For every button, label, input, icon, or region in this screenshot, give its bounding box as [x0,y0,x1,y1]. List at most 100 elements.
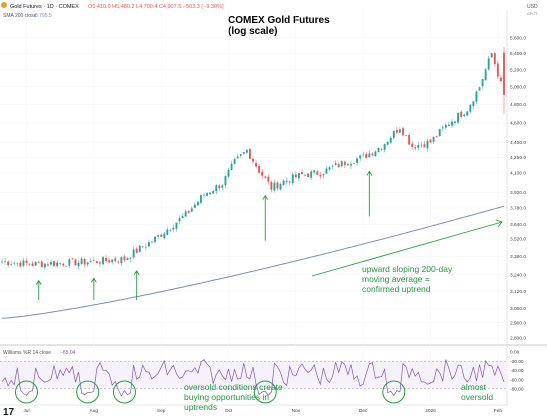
price-tick-label: 5,200.0 [510,67,526,73]
candle-body [175,222,178,229]
candle-body [463,114,466,117]
candle-body [402,128,404,136]
candle-body [365,154,368,159]
candle-body [160,234,163,237]
up-arrow-head [90,277,97,283]
candle-body [126,258,129,260]
candle-body [206,193,209,196]
candle-body [68,259,71,266]
price-tick-label: 3,520.0 [510,237,526,243]
candle-body [40,261,43,268]
candle-body [383,143,386,150]
candle-body [34,261,37,266]
candle-body [499,77,502,82]
candle-body [307,173,310,178]
candle-body [37,261,40,263]
osc-tick-label: -40.00 [510,368,524,374]
symbol-line[interactable]: Gold Futures · 1D · COMEX [10,4,79,10]
osc-tick-label: -60.00 [510,377,524,383]
annotation-arrows [35,170,503,300]
candle-body [43,263,46,268]
candle-body [294,174,297,178]
candle-body [252,158,254,162]
candle-body [420,144,423,146]
candle-body [117,261,120,263]
candle-body [151,241,153,243]
price-tick-label: 4,400.0 [510,140,526,146]
candle-body [356,158,359,163]
sma-200-line [1,205,505,319]
candle-body [154,236,156,243]
candle-body [398,129,401,133]
candle-body [163,233,166,239]
osc-tick-label: -20.00 [510,359,524,365]
candle-body [466,111,469,116]
candle-body [350,163,352,166]
candle-body [181,216,184,218]
price-tick-label: 2,900.0 [510,320,526,326]
candle-body [472,101,475,107]
candle-body [279,184,282,190]
gold-symbol-icon [1,2,7,8]
sma-value: 3,795.5 [35,13,52,19]
uptrend-arrow-head [495,219,503,228]
candle-body [95,261,98,264]
candle-body [74,259,77,266]
candle-body [10,264,13,265]
price-tick-label: 3,380.0 [510,254,526,260]
candle-body [331,166,334,167]
candle-body [147,242,150,247]
price-tick-label: 4,100.0 [510,170,526,176]
candle-body [7,261,10,266]
candle-body [196,201,199,206]
candle-body [248,149,251,159]
candle-body [475,91,478,102]
candle-body [166,229,169,235]
candle-body [414,147,417,149]
candle-body [304,174,306,176]
chart-subtitle: (log scale) [228,26,277,37]
candle-body [144,246,147,248]
price-tick-label: 4,800.0 [510,102,526,108]
candle-body [319,174,322,177]
sma-layer [1,205,505,319]
candle-body [209,192,212,194]
oversold-circle [253,380,277,404]
candle-body [258,166,261,173]
currency-label: USD [527,4,538,10]
candle-body [218,185,221,189]
candle-body [291,174,294,184]
candle-body [77,262,80,267]
candle-body [451,121,453,126]
candle-body [343,161,346,165]
ohlc-readout: O5,410.0 H5,480.2 L4,700.4 C4,907.5 −503… [88,4,224,10]
candle-body [469,104,472,112]
osc-band [0,361,507,389]
candle-body [255,162,258,167]
candle-body [359,155,362,159]
candle-body [157,235,160,237]
candle-body [224,176,227,186]
oversold-circle [76,380,100,404]
candle-body [178,218,181,222]
candle-body [288,181,291,183]
candle-body [138,245,141,252]
oversold-circle [382,380,406,404]
almost-oversold-line1: almost [461,382,487,392]
candle-body [267,176,270,182]
candle-body [245,149,248,153]
candle-body [481,79,484,87]
time-tick-label: Sep [157,408,166,414]
time-tick-label: 2026 [425,408,436,414]
oversold-annotation-line2: buying opportunities in [184,392,269,402]
candle-body [31,263,34,266]
candle-body [429,139,432,143]
candle-body [340,161,343,167]
candle-body [282,180,285,186]
candle-body [328,167,331,170]
candle-body [123,256,126,261]
candle-body [19,262,22,267]
oscillator-axis: 0.00 -20.00 -40.00 -60.00 -80.00 [510,350,524,393]
candle-body [129,258,132,260]
